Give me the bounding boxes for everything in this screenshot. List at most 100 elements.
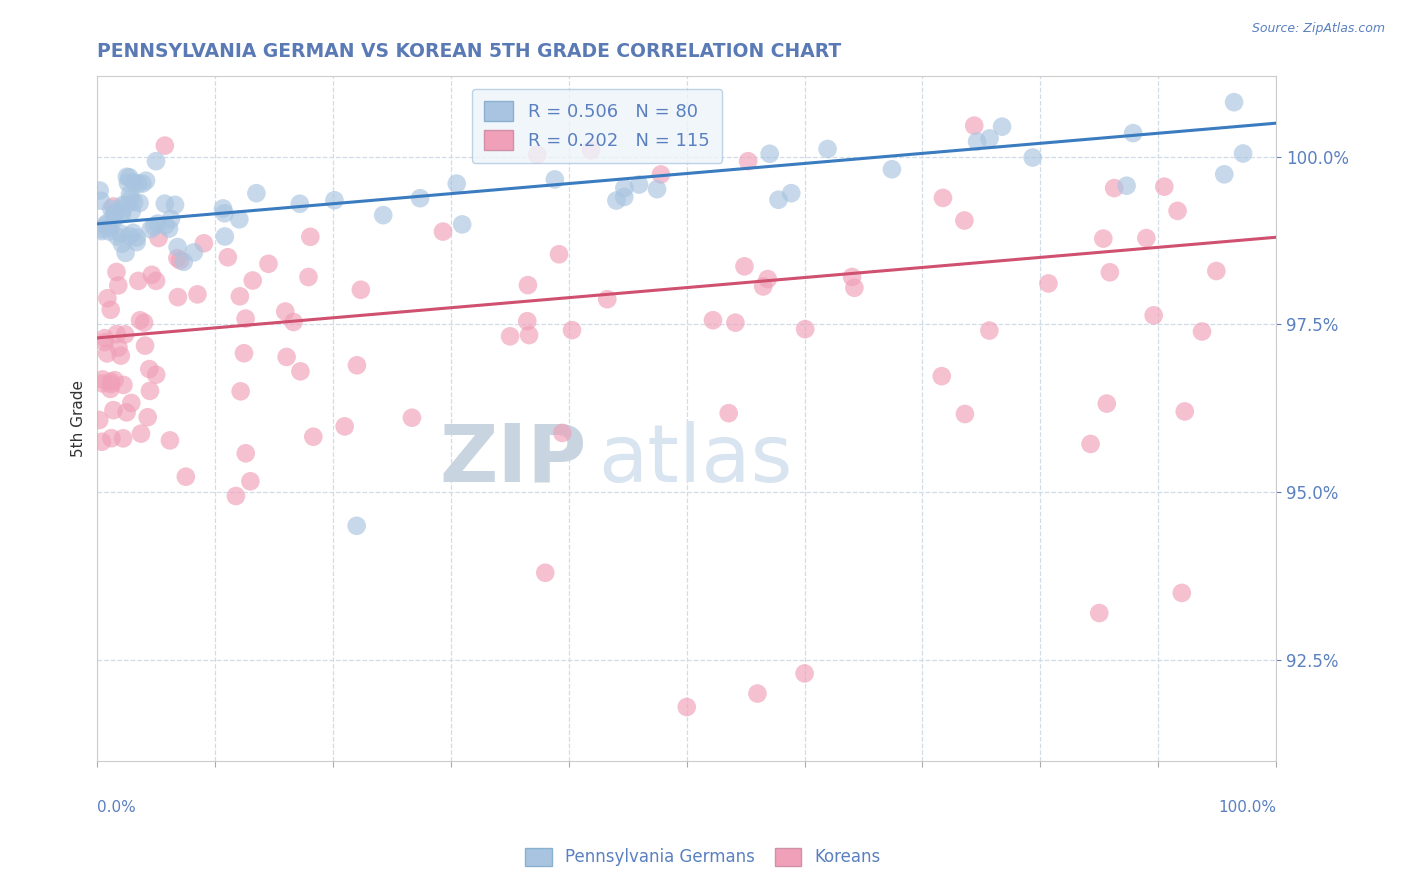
Point xyxy=(145,274,167,288)
Point xyxy=(323,194,346,208)
Point xyxy=(122,175,145,189)
Point xyxy=(276,350,298,364)
Point xyxy=(932,191,955,205)
Point xyxy=(516,278,538,293)
Point xyxy=(90,224,112,238)
Point xyxy=(214,229,236,244)
Point xyxy=(1097,39,1119,54)
Point xyxy=(100,377,122,392)
Point xyxy=(1213,167,1236,181)
Point xyxy=(290,364,312,378)
Point xyxy=(105,327,128,342)
Point xyxy=(534,566,557,580)
Point xyxy=(146,217,169,231)
Point xyxy=(931,369,953,384)
Point xyxy=(561,323,583,337)
Point xyxy=(499,329,522,343)
Point xyxy=(516,314,538,328)
Point xyxy=(173,254,195,268)
Point xyxy=(228,212,250,227)
Point xyxy=(94,331,117,345)
Point xyxy=(257,257,280,271)
Point xyxy=(245,186,267,201)
Point xyxy=(1135,231,1157,245)
Point xyxy=(135,174,157,188)
Point xyxy=(89,413,111,427)
Point xyxy=(148,231,170,245)
Legend: R = 0.506   N = 80, R = 0.202   N = 115: R = 0.506 N = 80, R = 0.202 N = 115 xyxy=(472,88,723,162)
Point xyxy=(235,311,257,326)
Point xyxy=(174,469,197,483)
Point xyxy=(953,213,976,227)
Point xyxy=(446,177,468,191)
Point xyxy=(551,425,574,440)
Point xyxy=(794,322,817,336)
Point xyxy=(780,186,803,201)
Point xyxy=(229,289,252,303)
Point xyxy=(90,222,112,236)
Point xyxy=(346,359,368,373)
Point xyxy=(675,700,697,714)
Point xyxy=(90,434,112,449)
Point xyxy=(544,172,567,186)
Point xyxy=(752,279,775,293)
Point xyxy=(1102,181,1125,195)
Point xyxy=(111,198,134,212)
Point xyxy=(103,403,125,417)
Point xyxy=(163,198,186,212)
Point xyxy=(114,327,136,342)
Point xyxy=(121,204,143,219)
Point xyxy=(134,338,156,352)
Point xyxy=(299,230,322,244)
Point xyxy=(432,225,454,239)
Point xyxy=(100,431,122,445)
Point xyxy=(596,292,619,306)
Text: Source: ZipAtlas.com: Source: ZipAtlas.com xyxy=(1251,22,1385,36)
Point xyxy=(97,215,120,229)
Point xyxy=(118,187,141,202)
Point xyxy=(100,202,122,216)
Point xyxy=(297,270,319,285)
Point xyxy=(111,236,134,251)
Point xyxy=(451,218,474,232)
Point xyxy=(401,410,423,425)
Point xyxy=(225,489,247,503)
Point xyxy=(186,287,208,301)
Point xyxy=(96,346,118,360)
Point xyxy=(1167,203,1189,218)
Point xyxy=(1174,404,1197,418)
Point xyxy=(724,316,747,330)
Point xyxy=(125,230,148,244)
Point xyxy=(103,211,125,226)
Point xyxy=(1095,396,1118,410)
Point xyxy=(235,446,257,460)
Point xyxy=(1191,325,1213,339)
Point xyxy=(112,431,135,445)
Point xyxy=(214,206,236,220)
Point xyxy=(100,375,122,389)
Point xyxy=(115,169,138,184)
Point xyxy=(963,119,986,133)
Point xyxy=(1088,606,1111,620)
Point xyxy=(129,426,152,441)
Point xyxy=(89,184,111,198)
Point xyxy=(1223,95,1246,110)
Point xyxy=(120,192,142,206)
Point xyxy=(817,142,839,156)
Point xyxy=(166,240,188,254)
Legend: Pennsylvania Germans, Koreans: Pennsylvania Germans, Koreans xyxy=(516,839,890,875)
Point xyxy=(117,176,139,190)
Point xyxy=(127,177,149,191)
Point xyxy=(758,146,780,161)
Point xyxy=(350,283,373,297)
Point xyxy=(242,273,264,287)
Point xyxy=(233,346,256,360)
Point xyxy=(114,198,136,212)
Point xyxy=(991,120,1014,134)
Point xyxy=(409,191,432,205)
Point xyxy=(145,154,167,169)
Point xyxy=(131,177,153,191)
Point xyxy=(91,376,114,391)
Text: 0.0%: 0.0% xyxy=(97,799,136,814)
Point xyxy=(112,378,135,392)
